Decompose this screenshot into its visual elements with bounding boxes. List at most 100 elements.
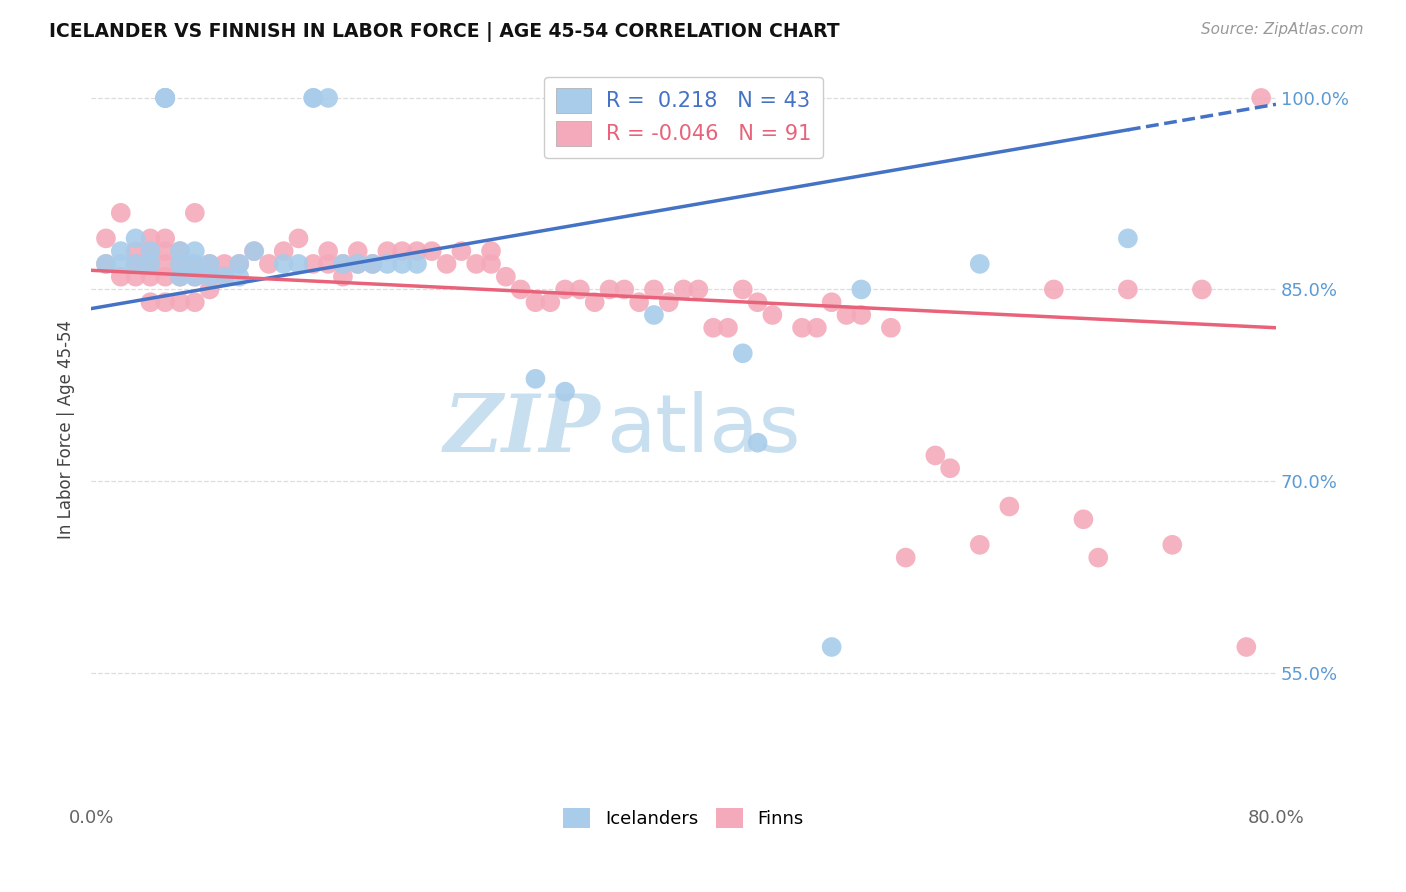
Point (939, 461, 962, 475)
Point (583, 295, 606, 310)
Point (198, 269, 221, 284)
Point (124, 269, 146, 284)
Point (139, 244, 162, 259)
Point (1250, 91, 1272, 105)
Point (169, 244, 191, 259)
Point (228, 269, 250, 284)
Point (894, 550, 917, 565)
Point (790, 320, 813, 334)
Point (153, 91, 176, 105)
Point (257, 257, 280, 271)
Point (346, 244, 368, 259)
Point (524, 372, 547, 386)
Point (495, 269, 517, 284)
Point (184, 244, 207, 259)
Point (406, 257, 429, 271)
Point (568, 282, 591, 296)
Point (214, 269, 236, 284)
Point (643, 308, 665, 322)
Point (702, 320, 724, 334)
Point (377, 257, 399, 271)
Point (806, 320, 828, 334)
Point (479, 244, 502, 259)
Point (346, 257, 368, 271)
Point (346, 257, 368, 271)
Point (731, 346, 754, 360)
Point (361, 257, 384, 271)
Point (1116, 231, 1139, 245)
Point (214, 269, 236, 284)
Point (184, 269, 207, 284)
Point (643, 282, 665, 296)
Point (717, 320, 740, 334)
Point (599, 282, 621, 296)
Point (1116, 282, 1139, 296)
Point (969, 538, 991, 552)
Point (835, 308, 858, 322)
Point (153, 244, 176, 259)
Point (998, 500, 1021, 514)
Point (124, 244, 146, 259)
Point (110, 269, 132, 284)
Point (316, 244, 339, 259)
Point (94, 257, 117, 271)
Point (153, 257, 176, 271)
Point (228, 257, 250, 271)
Point (153, 91, 176, 105)
Point (110, 257, 132, 271)
Point (538, 295, 561, 310)
Point (969, 257, 991, 271)
Point (658, 295, 681, 310)
Point (1234, 640, 1257, 654)
Point (688, 282, 710, 296)
Point (153, 269, 176, 284)
Point (747, 295, 769, 310)
Point (273, 244, 295, 259)
Point (169, 244, 191, 259)
Point (613, 282, 636, 296)
Point (94, 231, 117, 245)
Point (377, 244, 399, 259)
Point (406, 244, 429, 259)
Point (821, 295, 844, 310)
Point (287, 257, 309, 271)
Point (139, 231, 162, 245)
Point (153, 91, 176, 105)
Point (391, 257, 413, 271)
Text: atlas: atlas (606, 391, 801, 469)
Point (169, 295, 191, 310)
Point (198, 257, 221, 271)
Point (450, 244, 472, 259)
Point (94, 257, 117, 271)
Point (273, 257, 295, 271)
Point (153, 91, 176, 105)
Point (420, 244, 443, 259)
Point (761, 308, 783, 322)
Point (110, 244, 132, 259)
Point (184, 257, 207, 271)
Point (731, 282, 754, 296)
Legend: Icelanders, Finns: Icelanders, Finns (555, 800, 811, 836)
Point (361, 257, 384, 271)
Point (1087, 550, 1109, 565)
Point (184, 269, 207, 284)
Point (1191, 282, 1213, 296)
Point (124, 231, 146, 245)
Point (198, 257, 221, 271)
Text: ICELANDER VS FINNISH IN LABOR FORCE | AGE 45-54 CORRELATION CHART: ICELANDER VS FINNISH IN LABOR FORCE | AG… (49, 22, 839, 42)
Point (169, 257, 191, 271)
Point (153, 295, 176, 310)
Point (302, 91, 325, 105)
Point (391, 244, 413, 259)
Text: ZIP: ZIP (444, 392, 600, 468)
Point (302, 91, 325, 105)
Point (214, 257, 236, 271)
Point (198, 282, 221, 296)
Point (851, 282, 873, 296)
Point (672, 282, 695, 296)
Point (153, 231, 176, 245)
Point (139, 295, 162, 310)
Point (1161, 538, 1184, 552)
Point (124, 257, 146, 271)
Point (332, 257, 354, 271)
